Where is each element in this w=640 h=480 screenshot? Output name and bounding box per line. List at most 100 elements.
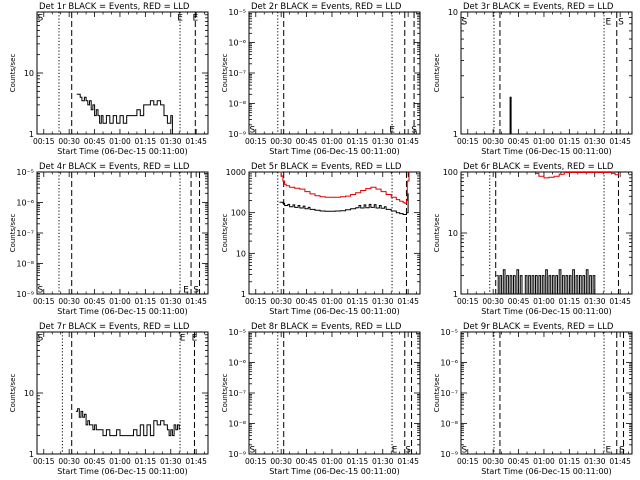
panel-det-2: Det 2r BLACK = Events, RED = LLD 10⁻⁹ 10⁻⁸…: [221, 2, 421, 156]
x-tick-label: 01:00: [109, 137, 131, 146]
y-tick-label: 1: [453, 290, 458, 299]
x-tick-label: 01:15: [135, 457, 157, 466]
x-tick-label: 01:15: [347, 297, 369, 306]
x-tick-label: 01:30: [372, 137, 394, 146]
y-tick-label: 10⁻⁷: [228, 69, 246, 78]
y-tick-label: 10⁻⁵: [228, 328, 246, 337]
x-tick-label: 00:45: [296, 297, 318, 306]
x-axis-label: Start Time (06-Dec-15 00:11:00): [269, 307, 400, 316]
x-axis-label: Start Time (06-Dec-15 00:11:00): [269, 467, 400, 476]
x-tick-label: 00:15: [245, 297, 267, 306]
y-axis-label: Counts/sec: [433, 374, 441, 413]
panel-det-9: Det 9r BLACK = Events, RED = LLD 10⁻⁹ 10⁻⁸…: [433, 322, 633, 476]
panel-det-4: Det 4r BLACK = Events, RED = LLD 10⁻⁹ 10⁻⁸…: [9, 162, 209, 316]
panel-title: Det 2r BLACK = Events, RED = LLD: [251, 2, 402, 12]
y-tick-label: 10⁻⁹: [228, 450, 246, 459]
y-axis-label: Counts/sec: [9, 214, 17, 253]
x-axis-label: Start Time (06-Dec-15 00:11:00): [481, 467, 612, 476]
event-marker-s: S: [193, 286, 199, 296]
panel-title: Det 5r BLACK = Events, RED = LLD: [251, 162, 402, 172]
y-tick-label: 10⁻⁷: [440, 389, 458, 398]
y-tick-label: 1: [29, 450, 34, 459]
event-marker-s: S: [411, 126, 417, 136]
x-tick-label: 00:45: [508, 457, 530, 466]
x-tick-label: 00:30: [58, 457, 80, 466]
events-series-line: [76, 93, 173, 134]
panel-title: Det 4r BLACK = Events, RED = LLD: [39, 162, 190, 172]
panel-det-6: Det 6r BLACK = Events, RED = LLD 1 10 100 00…: [433, 162, 633, 316]
x-tick-label: 00:45: [84, 137, 106, 146]
event-marker-e: E: [192, 13, 198, 23]
x-tick-label: 00:30: [58, 137, 80, 146]
panel-title: Det 8r BLACK = Events, RED = LLD: [251, 322, 402, 332]
y-tick-label: 10⁻⁵: [440, 328, 458, 337]
x-tick-label: 01:30: [584, 457, 606, 466]
panel-det-8: Det 8r BLACK = Events, RED = LLD 10⁻⁹ 10⁻⁸…: [221, 322, 421, 476]
y-tick-label: 10⁻⁸: [228, 100, 246, 109]
event-marker-e: E: [605, 18, 611, 28]
x-tick-label: 00:45: [508, 297, 530, 306]
x-axis-label: Start Time (06-Dec-15 00:11:00): [57, 307, 188, 316]
x-tick-label: 00:30: [482, 297, 504, 306]
panel-title: Det 6r BLACK = Events, RED = LLD: [463, 162, 614, 172]
plot-frame: [460, 331, 633, 455]
x-tick-label: 01:30: [160, 297, 182, 306]
y-tick-label: 10⁻⁵: [16, 168, 34, 177]
y-tick-label: 100: [443, 168, 458, 177]
y-tick-label: 10⁻⁹: [440, 450, 458, 459]
event-marker-s: S: [250, 446, 256, 456]
x-tick-label: 01:00: [321, 137, 343, 146]
y-tick-label: 10⁻⁹: [228, 130, 246, 139]
x-axis-label: Start Time (06-Dec-15 00:11:00): [57, 147, 188, 156]
x-tick-label: 00:45: [296, 137, 318, 146]
y-axis-label: Counts/sec: [433, 54, 441, 93]
y-tick-label: 10⁻⁷: [228, 389, 246, 398]
event-marker-s: S: [462, 446, 468, 456]
plot-frame: [460, 11, 633, 135]
y-tick-label: 1: [241, 290, 246, 299]
x-tick-label: 00:30: [482, 137, 504, 146]
y-tick-label: 10⁻⁶: [228, 39, 246, 48]
y-axis-label: Counts/sec: [9, 374, 17, 413]
y-tick-label: 10: [448, 229, 458, 238]
x-tick-label: 01:00: [109, 457, 131, 466]
x-tick-label: 01:00: [321, 297, 343, 306]
x-tick-label: 00:15: [457, 457, 479, 466]
event-marker-s: S: [462, 18, 468, 28]
x-tick-label: 00:30: [482, 457, 504, 466]
x-axis-label: Start Time (06-Dec-15 00:11:00): [269, 147, 400, 156]
x-tick-label: 00:45: [508, 137, 530, 146]
x-tick-label: 01:45: [185, 137, 207, 146]
y-tick-label: 1: [453, 130, 458, 139]
panel-title: Det 7r BLACK = Events, RED = LLD: [39, 322, 190, 332]
x-tick-label: 01:45: [609, 457, 631, 466]
events-series-line: [75, 408, 180, 437]
x-tick-label: 00:30: [270, 457, 292, 466]
x-tick-label: 01:15: [135, 137, 157, 146]
y-tick-label: 10⁻⁸: [440, 420, 458, 429]
y-tick-label: 10⁻⁹: [16, 290, 34, 299]
y-tick-label: 1: [29, 130, 34, 139]
x-tick-label: 00:45: [84, 457, 106, 466]
x-tick-label: 01:45: [609, 297, 631, 306]
x-tick-label: 01:15: [347, 457, 369, 466]
lld-series-line: [279, 171, 410, 204]
plot-frame: [248, 331, 421, 455]
x-tick-label: 00:15: [33, 297, 55, 306]
x-tick-label: 01:00: [321, 457, 343, 466]
x-tick-label: 01:45: [185, 297, 207, 306]
event-marker-s: S: [38, 286, 44, 296]
event-marker-s: S: [38, 333, 44, 343]
x-tick-label: 00:30: [270, 137, 292, 146]
plot-frame: [248, 11, 421, 135]
y-axis-label: Counts/sec: [9, 54, 17, 93]
events-series-line: [509, 96, 512, 134]
x-axis-label: Start Time (06-Dec-15 00:11:00): [57, 467, 188, 476]
x-tick-label: 01:30: [160, 457, 182, 466]
event-marker-e: E: [392, 446, 398, 456]
y-tick-label: 10: [236, 249, 246, 258]
x-tick-label: 00:15: [457, 137, 479, 146]
lld-series-line: [535, 172, 619, 179]
y-tick-label: 10⁻⁶: [440, 359, 458, 368]
x-tick-label: 01:45: [609, 137, 631, 146]
